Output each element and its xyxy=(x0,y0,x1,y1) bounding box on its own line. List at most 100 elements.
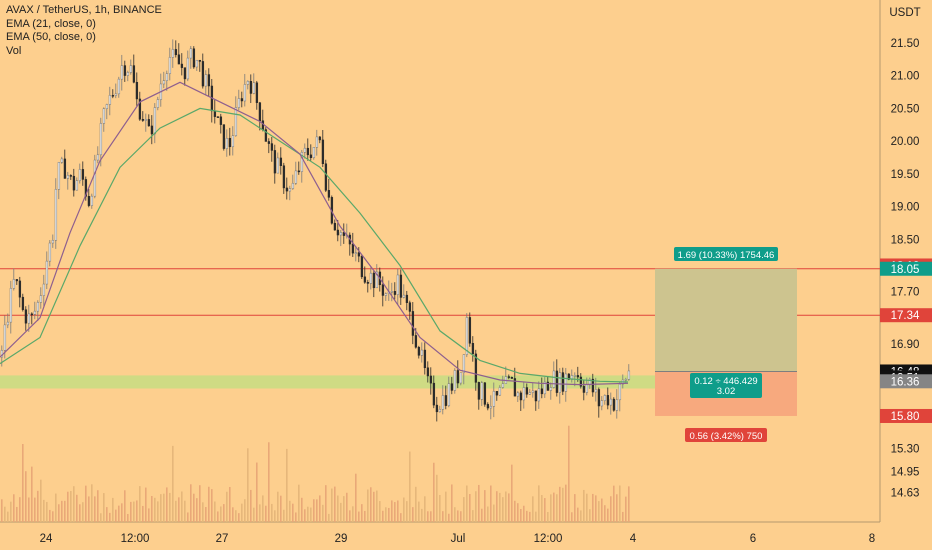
candle-body xyxy=(207,74,211,87)
volume-bar xyxy=(265,505,267,522)
volume-bar xyxy=(34,497,36,522)
time-tick-label: 8 xyxy=(869,533,875,545)
candle-body xyxy=(597,389,601,407)
volume-bar xyxy=(301,497,303,522)
price-tick-label: 18.50 xyxy=(891,234,920,246)
candle-body xyxy=(417,347,421,356)
candle-body xyxy=(450,383,454,391)
volume-bar xyxy=(229,486,231,522)
candle-body xyxy=(291,183,295,189)
volume-bar xyxy=(106,507,108,522)
volume-bar xyxy=(577,507,579,522)
ema-21-line xyxy=(0,81,629,386)
volume-bar xyxy=(571,512,573,522)
volume-bar xyxy=(526,510,528,522)
volume-bar xyxy=(484,490,486,522)
candle-body xyxy=(126,72,130,76)
volume-bar xyxy=(568,425,570,522)
volume-bar xyxy=(142,505,144,522)
candle-body xyxy=(318,136,322,141)
candle-body xyxy=(183,67,187,80)
candle-body xyxy=(9,288,13,323)
volume-bar xyxy=(205,507,207,522)
position-profit-zone xyxy=(655,268,797,372)
candle-body xyxy=(384,293,388,296)
volume-bar xyxy=(499,492,501,522)
candle-body xyxy=(195,59,199,68)
position-profit-label: 1.69 (10.33%) 1754.46 xyxy=(674,247,778,261)
indicator-volume: Vol xyxy=(6,44,22,57)
price-badge-label: 16.36 xyxy=(891,376,920,388)
candle-body xyxy=(537,388,541,402)
time-tick-label: Jul xyxy=(451,533,466,545)
candle-body xyxy=(66,175,70,179)
volume-bar xyxy=(187,512,189,522)
candle-body xyxy=(294,170,298,184)
volume-bar xyxy=(400,513,402,522)
candle-body xyxy=(336,229,340,236)
candle-body xyxy=(219,116,223,125)
volume-bar xyxy=(49,509,51,522)
volume-bar xyxy=(76,494,78,522)
volume-bar xyxy=(487,506,489,522)
volume-bar xyxy=(241,503,243,522)
volume-bar xyxy=(451,484,453,522)
candle-body xyxy=(618,383,622,401)
candle-body xyxy=(576,375,580,378)
candle-body xyxy=(96,154,100,161)
candle-body xyxy=(405,294,409,303)
volume-bar xyxy=(310,507,312,522)
candle-body xyxy=(6,321,10,326)
volume-bar xyxy=(226,491,228,522)
time-tick-label: 12:00 xyxy=(534,533,563,545)
candle-body xyxy=(171,49,175,58)
candle-body xyxy=(108,95,112,105)
candle-body xyxy=(558,372,562,393)
candle-body xyxy=(564,373,568,392)
price-badge-label: 17.34 xyxy=(891,310,920,322)
candle-body xyxy=(273,150,277,174)
volume-bar xyxy=(28,497,30,522)
volume-bar xyxy=(322,504,324,522)
position-center-text: 3.02 xyxy=(717,386,736,397)
candle-body xyxy=(366,282,370,284)
candle-body xyxy=(459,372,463,384)
candle-body xyxy=(189,48,193,59)
candle-body xyxy=(600,400,604,407)
volume-bar xyxy=(424,496,426,522)
volume-bar xyxy=(394,502,396,522)
volume-bar xyxy=(508,493,510,522)
candle-body xyxy=(513,378,517,397)
volume-bar xyxy=(13,494,15,522)
volume-bar xyxy=(601,498,603,522)
volume-bar xyxy=(181,491,183,522)
candle-body xyxy=(288,188,292,192)
price-tick-label: 21.00 xyxy=(891,71,920,83)
volume-bar xyxy=(343,496,345,522)
candle-body xyxy=(534,390,538,402)
price-badge: 15.80 xyxy=(880,408,932,423)
price-tick-label: 15.30 xyxy=(891,444,920,456)
volume-bar xyxy=(253,507,255,522)
volume-bar xyxy=(196,498,198,522)
candle-body xyxy=(222,124,226,149)
volume-bar xyxy=(121,503,123,522)
candle-body xyxy=(465,317,469,355)
candle-body xyxy=(573,375,577,377)
volume-bar xyxy=(418,501,420,522)
volume-bar xyxy=(562,487,564,522)
volume-bar xyxy=(295,512,297,522)
volume-bar xyxy=(139,486,141,522)
volume-bar xyxy=(610,496,612,522)
candle-body xyxy=(561,372,565,392)
volume-bar xyxy=(130,501,132,522)
candle-body xyxy=(102,108,106,124)
candle-body xyxy=(300,152,304,172)
volume-bar xyxy=(85,485,87,522)
candle-body xyxy=(540,388,544,395)
candle-body xyxy=(528,392,532,395)
volume-bar xyxy=(391,500,393,522)
volume-bar xyxy=(307,506,309,522)
